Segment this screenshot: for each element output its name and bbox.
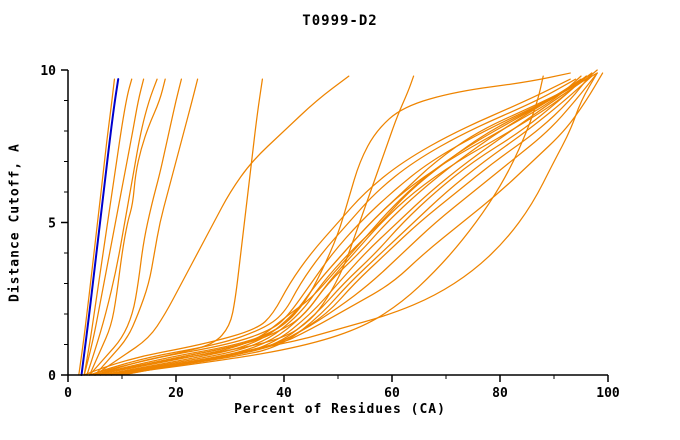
series-model-07 bbox=[94, 78, 199, 376]
series-reference-blue bbox=[80, 78, 120, 376]
x-tick-label: 40 bbox=[276, 386, 292, 401]
y-tick-label: 0 bbox=[48, 369, 56, 384]
series-model-25 bbox=[94, 75, 415, 376]
series-model-27 bbox=[110, 75, 544, 376]
y-tick-label: 10 bbox=[40, 64, 56, 79]
series-model-19 bbox=[105, 69, 598, 376]
series-model-23 bbox=[115, 72, 598, 376]
series-model-06 bbox=[88, 78, 183, 376]
series-model-17 bbox=[99, 72, 593, 376]
x-tick-label: 60 bbox=[384, 386, 400, 401]
series-model-03 bbox=[83, 78, 145, 376]
x-tick-label: 80 bbox=[492, 386, 508, 401]
series-model-21 bbox=[110, 75, 593, 376]
series-model-11 bbox=[88, 78, 577, 376]
series-model-26 bbox=[94, 72, 571, 376]
series-model-16 bbox=[99, 75, 593, 376]
chart-title: T0999-D2 bbox=[302, 13, 378, 29]
y-tick-label: 5 bbox=[48, 217, 56, 232]
series-model-04 bbox=[86, 78, 158, 376]
series-model-10 bbox=[83, 78, 571, 376]
series-model-28 bbox=[121, 72, 598, 376]
series-model-01 bbox=[78, 78, 116, 376]
x-tick-label: 0 bbox=[64, 386, 72, 401]
series-model-02 bbox=[83, 78, 133, 376]
series-model-08 bbox=[94, 75, 350, 376]
series-model-05 bbox=[88, 78, 166, 376]
x-tick-label: 20 bbox=[168, 386, 184, 401]
x-tick-label: 100 bbox=[596, 386, 620, 401]
series-model-12 bbox=[88, 78, 582, 376]
series-model-24 bbox=[121, 72, 604, 376]
x-axis-label: Percent of Residues (CA) bbox=[234, 402, 446, 417]
series-model-09 bbox=[94, 78, 264, 376]
